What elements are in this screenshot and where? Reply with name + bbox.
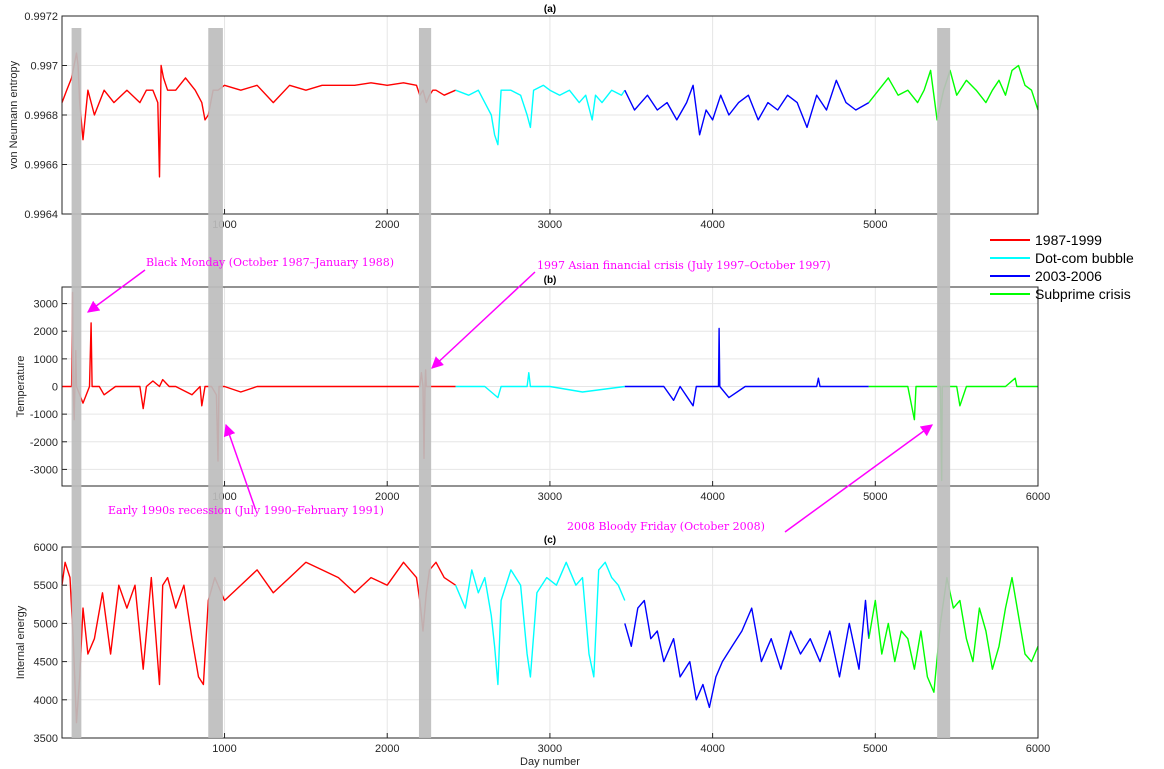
annotation-bloody-friday: 2008 Bloody Friday (October 2008) xyxy=(567,520,765,533)
y-axis-label: von Neumann entropy xyxy=(8,60,20,169)
x-tick-label: 5000 xyxy=(863,491,887,503)
annotation-arrow xyxy=(87,269,146,313)
annotation-early-1990s: Early 1990s recession (July 1990–Februar… xyxy=(108,504,384,517)
panel-title: (b) xyxy=(544,275,557,286)
series-line-dot-com-bubble xyxy=(454,561,626,686)
annotation-asian-crisis: 1997 Asian financial crisis (July 1997–O… xyxy=(537,259,831,272)
y-tick-label: 3000 xyxy=(34,299,58,311)
x-tick-label: 3000 xyxy=(538,219,562,231)
x-tick-label: 4000 xyxy=(700,491,724,503)
y-tick-label: -2000 xyxy=(30,437,58,449)
y-tick-label: 3500 xyxy=(34,733,58,745)
x-tick-label: 4000 xyxy=(700,219,724,231)
y-tick-label: 0.997 xyxy=(30,61,58,73)
crisis-bands xyxy=(71,28,951,738)
annotation-arrow xyxy=(784,424,933,533)
x-axis-label: Day number xyxy=(520,756,580,768)
axes-box xyxy=(61,286,1039,487)
y-tick-label: 4000 xyxy=(34,695,58,707)
y-tick-label: 0.9968 xyxy=(24,110,58,122)
legend-label-dotcom: Dot-com bubble xyxy=(1035,250,1134,266)
series-line-subprime-crisis xyxy=(868,377,1038,482)
y-tick-label: 0.9972 xyxy=(24,11,58,23)
x-tick-label: 5000 xyxy=(863,743,887,755)
x-tick-label: 2000 xyxy=(375,219,399,231)
x-tick-label: 2000 xyxy=(375,743,399,755)
series-line-subprime-crisis xyxy=(868,64,1039,121)
x-tick-label: 6000 xyxy=(1026,491,1050,503)
panel-title: (a) xyxy=(544,4,556,15)
y-tick-label: -3000 xyxy=(30,464,58,476)
panel-c: 3500 4000 4500 5000 5500 6000 1000 2000 3000 4000… xyxy=(15,535,1050,768)
series-line-dot-com-bubble xyxy=(455,84,626,146)
legend-label-subprime: Subprime crisis xyxy=(1035,286,1131,302)
y-tick-label: 1000 xyxy=(34,354,58,366)
series-line-subprime-crisis xyxy=(868,576,1039,693)
x-tick-label: 2000 xyxy=(375,491,399,503)
series-line-dot-com-bubble xyxy=(455,372,625,399)
x-tick-label: 4000 xyxy=(700,743,724,755)
x-tick-label: 1000 xyxy=(212,743,236,755)
crisis-band xyxy=(418,28,432,738)
crisis-band xyxy=(208,28,223,738)
axes-box xyxy=(61,546,1039,739)
y-tick-label: 5000 xyxy=(34,618,58,630)
panels: 0.9964 0.9966 0.9968 0.997 0.9972 1000 2000 300… xyxy=(8,4,1050,768)
y-axis-label: Temperature xyxy=(15,356,27,418)
y-tick-label: 4500 xyxy=(34,657,58,669)
annotations: Black Monday (October 1987–January 1988)… xyxy=(87,256,933,533)
x-tick-label: 3000 xyxy=(538,743,562,755)
series-line-2003-2006 xyxy=(624,327,869,407)
legend: 1987-1999 Dot-com bubble 2003-2006 Subpr… xyxy=(990,232,1134,302)
annotation-arrow xyxy=(431,271,536,369)
y-tick-label: 6000 xyxy=(34,542,58,554)
x-tick-label: 5000 xyxy=(863,219,887,231)
series-line-2003-2006 xyxy=(624,599,870,709)
panel-title: (c) xyxy=(544,535,556,546)
axes-box xyxy=(61,15,1039,215)
series-line-1987-1999 xyxy=(61,52,456,178)
y-tick-label: 0.9966 xyxy=(24,160,58,172)
y-tick-label: 0.9964 xyxy=(24,209,58,221)
y-tick-label: -1000 xyxy=(30,409,58,421)
y-tick-label: 2000 xyxy=(34,326,58,338)
crisis-band xyxy=(937,28,951,738)
annotation-arrow xyxy=(223,423,256,509)
x-tick-label: 6000 xyxy=(1026,743,1050,755)
annotation-black-monday: Black Monday (October 1987–January 1988) xyxy=(146,256,394,269)
legend-label-1987-1999: 1987-1999 xyxy=(1035,232,1102,248)
legend-label-2003-2006: 2003-2006 xyxy=(1035,268,1102,284)
crisis-band xyxy=(71,28,82,738)
series-line-1987-1999 xyxy=(61,561,456,724)
y-tick-label: 0 xyxy=(52,382,58,394)
x-tick-label: 3000 xyxy=(538,491,562,503)
series-line-2003-2006 xyxy=(624,79,870,136)
y-tick-label: 5500 xyxy=(34,580,58,592)
y-axis-label: Internal energy xyxy=(15,605,27,679)
